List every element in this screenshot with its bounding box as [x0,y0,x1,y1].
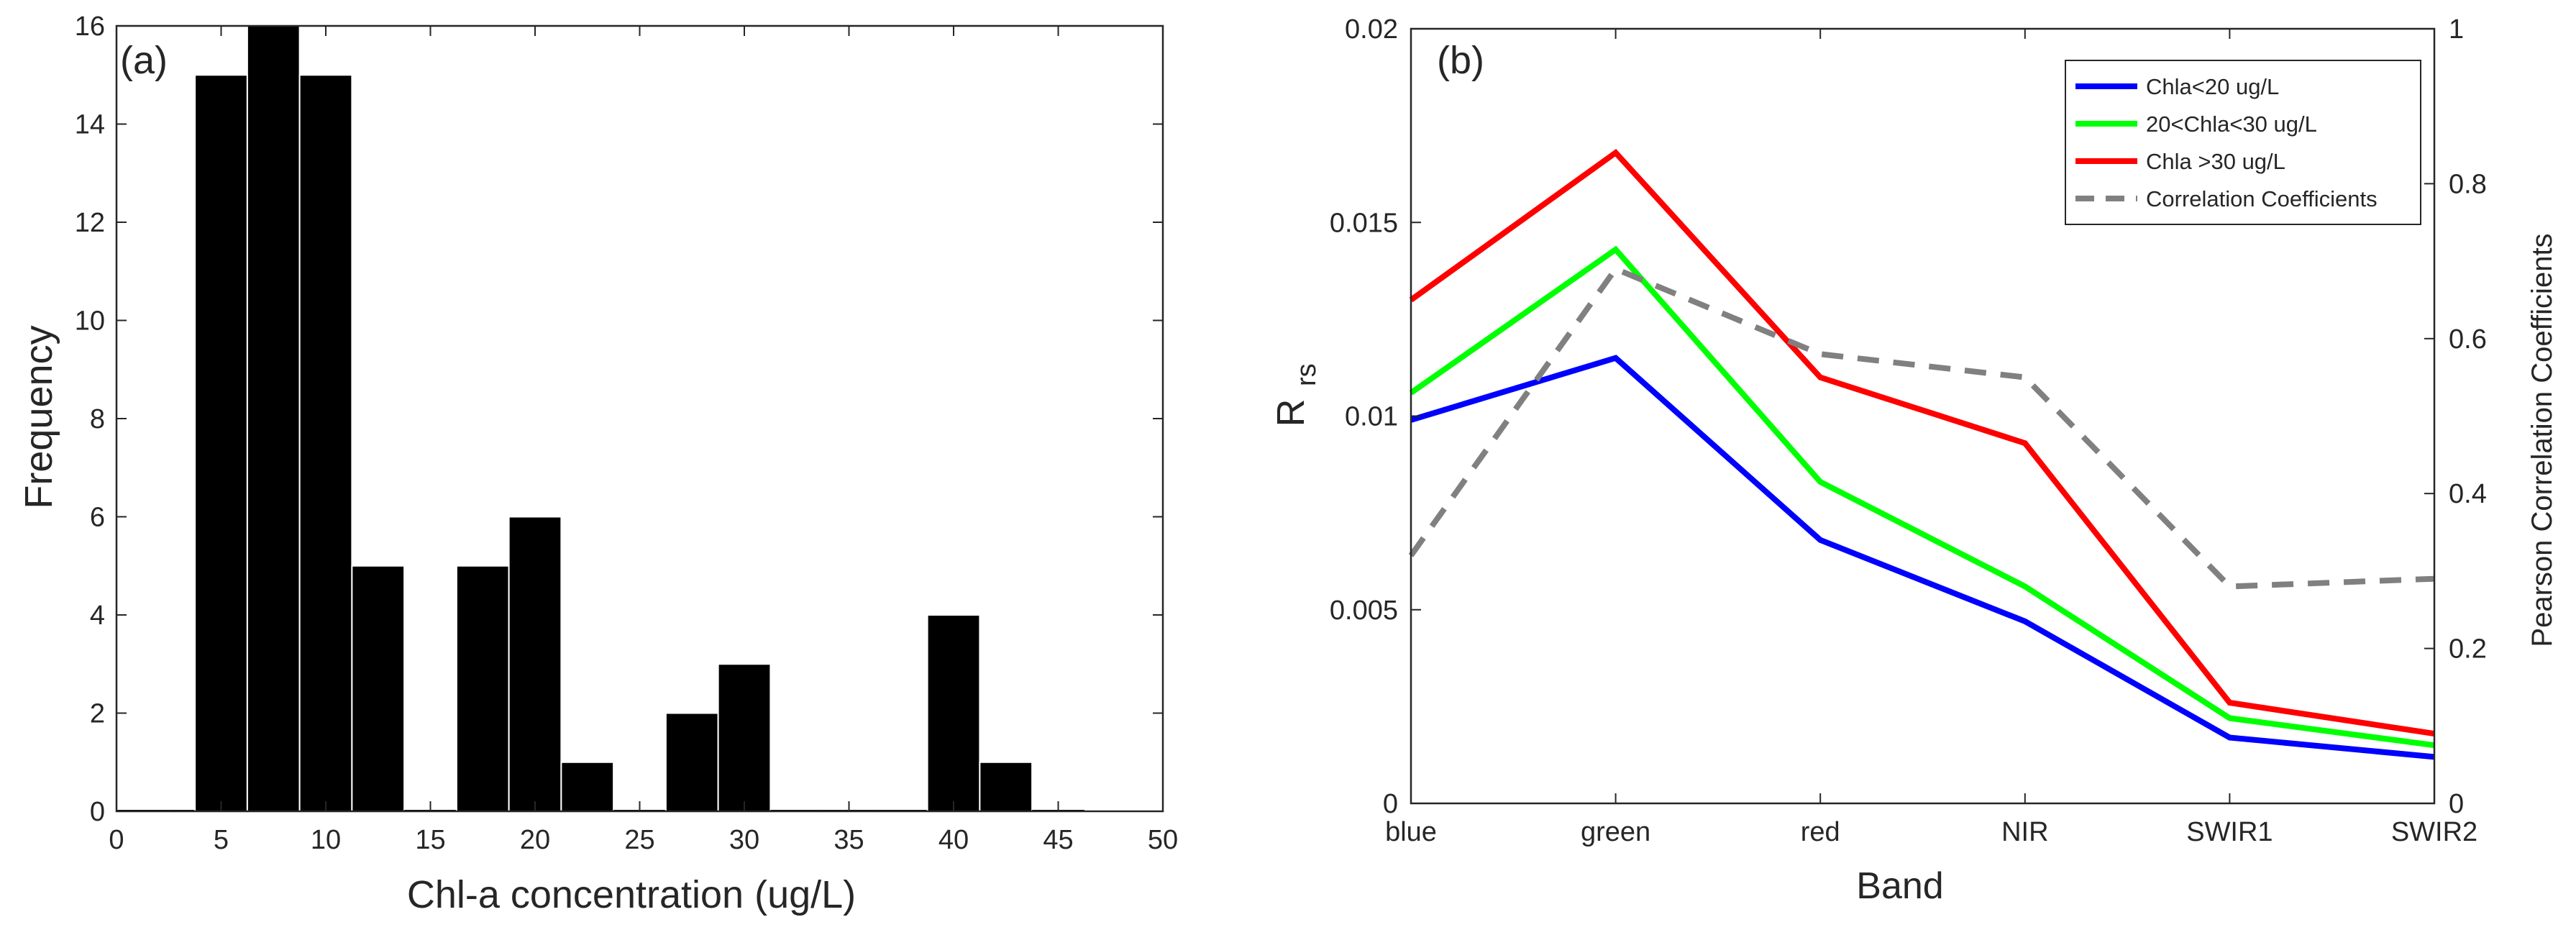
x-tick-label: NIR [2001,817,2048,847]
x-tick-label: 45 [1043,825,1073,855]
x-tick-label: 5 [214,825,229,855]
histogram-bar [664,712,719,812]
y-tick-label: 0.8 [2449,169,2487,199]
panel-b-left-y-label-main: R [1269,399,1312,427]
panel-a-y-axis-label: Frequency [17,325,60,508]
panel-a-y-ticks: 0 2 4 6 8 10 12 14 16 [75,12,1163,827]
panel-b-left-y-axis-label: R rs [1269,363,1322,427]
panel-b-axes-box [1410,27,2436,805]
x-tick-label: 35 [833,825,864,855]
x-tick-label: 20 [520,825,550,855]
panel-b-left-y-ticks: 0 0.005 0.01 0.015 0.02 [1330,14,1421,819]
legend-entry: 20<Chla<30 ug/L [2146,111,2317,137]
y-tick-label: 4 [90,601,105,631]
histogram-bar [560,761,615,812]
y-tick-label: 0.01 [1345,402,1398,432]
panel-a-x-ticks: 0 5 10 15 20 25 30 35 40 45 50 [109,26,1178,855]
panel-a-label: (a) [120,39,168,82]
histogram-bar [194,74,248,812]
histogram-bar [351,565,406,812]
series-line [1408,265,2435,590]
x-tick-label: 40 [938,825,969,855]
panel-b-right-y-axis-label: Pearson Correlation Coefficients [2526,233,2558,647]
panel-a-bars [117,25,1084,812]
panel-b-label: (b) [1437,39,1484,82]
panel-b-right-y-ticks: 0 0.2 0.4 0.6 0.8 1 [2424,14,2487,819]
panel-b-legend: Chla<20 ug/L 20<Chla<30 ug/L Chla >30 ug/L… [2065,60,2421,225]
x-tick-label: SWIR1 [2186,817,2273,847]
panel-a-axes-box [115,24,1164,813]
histogram-bar [508,516,562,812]
histogram-bar [979,761,1033,812]
series-line [1409,245,2435,749]
x-tick-label: 0 [109,825,124,855]
histogram-bar [298,74,353,812]
panel-b-x-ticks: blue green red NIR SWIR1 SWIR2 [1385,29,2477,847]
y-tick-label: 16 [75,12,105,42]
histogram-bar [717,663,772,812]
x-tick-label: 15 [415,825,445,855]
y-tick-label: 0.6 [2449,324,2487,355]
panel-b-x-axis-label: Band [1856,865,1943,907]
x-tick-label: 30 [729,825,759,855]
x-tick-label: 50 [1148,825,1178,855]
x-tick-label: 25 [624,825,654,855]
y-tick-label: 0.005 [1330,596,1398,626]
y-tick-label: 8 [90,404,105,434]
y-tick-label: 0 [2449,789,2464,819]
x-tick-label: green [1581,817,1650,847]
y-tick-label: 0 [90,797,105,827]
y-tick-label: 0.02 [1345,14,1398,45]
y-tick-label: 0.015 [1330,208,1398,238]
series-line [1410,355,2435,760]
x-tick-label: blue [1385,817,1437,847]
legend-entry: Correlation Coefficients [2146,186,2378,211]
y-tick-label: 1 [2449,14,2464,45]
panel-a-histogram: 0 5 10 15 20 25 30 35 40 45 50 0 2 4 6 8 10 12 14 16 (a) C… [17,12,1178,916]
panel-a-x-axis-label: Chl-a concentration (ug/L) [407,873,856,916]
y-tick-label: 12 [75,208,105,238]
y-tick-label: 0 [1383,789,1398,819]
y-tick-label: 0.4 [2449,479,2487,509]
y-tick-label: 0.2 [2449,634,2487,665]
y-tick-label: 10 [75,306,105,337]
legend-entry: Chla<20 ug/L [2146,74,2279,99]
histogram-bar [926,614,981,812]
x-tick-label: SWIR2 [2391,817,2477,847]
legend-entry: Chla >30 ug/L [2146,149,2285,174]
panel-b-left-y-label-sub: rs [1292,363,1322,386]
panel-b-line-chart: blue green red NIR SWIR1 SWIR2 0 0.005 0.01 0.01… [1269,14,2558,907]
x-tick-label: red [1801,817,1840,847]
x-tick-label: 10 [311,825,341,855]
panel-b-series-lines [1408,148,2435,760]
histogram-bar [246,25,301,812]
series-line [1409,148,2435,737]
y-tick-label: 6 [90,503,105,533]
legend-box [2065,60,2421,225]
y-tick-label: 2 [90,699,105,729]
y-tick-label: 14 [75,110,105,140]
histogram-bar [455,565,510,812]
